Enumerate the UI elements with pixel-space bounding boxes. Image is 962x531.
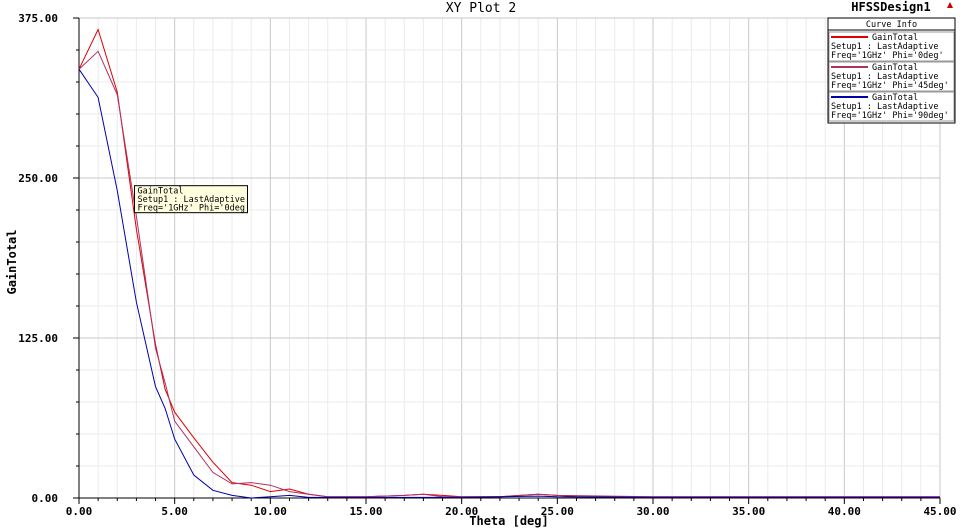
y-axis-label: GainTotal (5, 229, 19, 294)
legend-entry-line: Setup1 : LastAdaptive (831, 102, 938, 112)
x-tick-label: 10.00 (254, 505, 287, 518)
chart-title: XY Plot 2 (446, 1, 516, 16)
grid (78, 17, 941, 499)
series-lines (78, 28, 940, 499)
x-tick-label: 40.00 (828, 505, 861, 518)
legend-entry-box (828, 31, 955, 62)
legend-entry-line: Setup1 : LastAdaptive (831, 72, 938, 82)
x-axis-label: Theta [deg] (469, 514, 548, 528)
legend-entry-box (828, 91, 955, 122)
annotation-line: Setup1 : LastAdaptive (137, 195, 244, 205)
x-tick-label: 25.00 (541, 505, 574, 518)
corner-marker-icon (947, 2, 953, 8)
axes (73, 17, 941, 504)
annotation-box (133, 185, 248, 214)
y-tick-label: 250.00 (18, 172, 58, 185)
legend-entry-line: GainTotal (872, 33, 918, 43)
legend-entry-line: Freq='1GHz' Phi='90deg' (831, 111, 949, 121)
x-tick-label: 35.00 (732, 505, 765, 518)
legend-entry-line: Freq='1GHz' Phi='0deg' (831, 51, 944, 61)
design-name: HFSSDesign1 (851, 0, 930, 14)
y-tick-label: 375.00 (18, 12, 58, 25)
x-tick-label: 0.00 (66, 505, 93, 518)
x-tick-label: 30.00 (636, 505, 669, 518)
legend-entry-line: Freq='1GHz' Phi='45deg' (831, 81, 949, 91)
x-tick-label: 5.00 (161, 505, 188, 518)
legend-entry-line: GainTotal (872, 63, 918, 73)
plot-area (79, 18, 940, 498)
series-line-2 (78, 50, 940, 498)
tick-labels: 0.00 5.00 10.00 15.00 20.00 25.00 30.00 35.00 40… (18, 12, 956, 518)
legend-frame (827, 17, 956, 124)
x-tick-label: 45.00 (923, 505, 956, 518)
annotation-line: GainTotal (137, 187, 183, 197)
x-tick-label: 15.00 (349, 505, 382, 518)
series-line-3 (78, 68, 940, 499)
y-tick-label: 125.00 (18, 332, 58, 345)
y-tick-label: 0.00 (32, 492, 59, 505)
legend-title: Curve Info (866, 20, 917, 30)
x-tick-label: 20.00 (445, 505, 478, 518)
legend-entry-box (828, 61, 955, 92)
legend-entry-line: GainTotal (872, 93, 918, 103)
annotation-line: Freq='1GHz' Phi='0deg' (137, 204, 250, 214)
legend-entry-line: Setup1 : LastAdaptive (831, 42, 938, 52)
